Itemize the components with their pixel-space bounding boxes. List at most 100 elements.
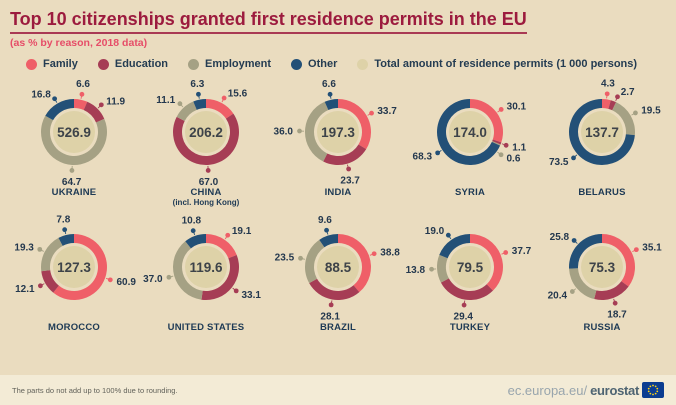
donut-ukraine: 6.6 11.9 64.7 16.8 526.9 UKRAINE (8, 76, 140, 207)
label-dot (569, 289, 575, 294)
label-dot (205, 168, 211, 173)
country-label: TURKEY (449, 322, 491, 333)
label-dot (498, 152, 504, 158)
legend-item-family: Family (26, 58, 78, 70)
segment-other (58, 234, 74, 246)
total-circle (449, 111, 491, 153)
total-circle (449, 246, 491, 288)
label-dot (571, 238, 577, 243)
legend-item-other: Other (291, 58, 337, 70)
segment-employment (176, 101, 197, 121)
legend-label-family: Family (43, 58, 78, 70)
total-circle (317, 111, 359, 153)
segment-value: 73.5 (549, 157, 569, 168)
other-color-dot (291, 58, 303, 70)
family-color-dot (26, 58, 37, 70)
segment-value: 19.5 (641, 106, 661, 117)
footer-branding: ec.europa.eu/ eurostat (508, 382, 664, 398)
donut-svg: 15.6 67.0 11.1 6.3 206.2 (156, 79, 248, 188)
country-label: CHINA (190, 187, 222, 198)
segment-value: 19.3 (14, 242, 34, 253)
segment-value: 4.3 (601, 78, 615, 89)
country-label: UNITED STATES (167, 322, 245, 333)
country-label: UKRAINE (51, 187, 97, 198)
segment-value: 33.7 (377, 106, 397, 117)
segment-employment (437, 254, 449, 283)
segment-employment (491, 141, 501, 146)
legend-item-education: Education (97, 58, 168, 70)
segment-family (602, 234, 636, 287)
label-dot (221, 95, 227, 101)
charts-row-bottom: 60.9 12.1 19.3 7.8 127.3 MOROCCO 19.1 33.1 37.0 1… (0, 211, 676, 333)
segment-value: 38.8 (380, 247, 400, 258)
segment-value: 60.9 (116, 277, 136, 288)
label-dot (633, 110, 638, 116)
total-value: 137.7 (585, 125, 619, 140)
segment-employment (569, 268, 597, 300)
segment-education (172, 113, 239, 165)
total-circle (185, 246, 227, 288)
segment-family (470, 234, 503, 291)
segment-family (53, 234, 107, 300)
segment-family (206, 99, 234, 119)
segment-education (323, 144, 367, 166)
total-value: 119.6 (189, 260, 223, 275)
segment-value: 64.7 (62, 177, 82, 188)
donut-india: 33.7 23.7 36.0 6.6 197.3 INDIA (272, 76, 404, 207)
segment-value: 11.9 (106, 96, 125, 107)
segment-value: 6.3 (190, 79, 204, 90)
label-dot (346, 166, 352, 172)
segment-value: 19.1 (232, 226, 252, 237)
education-color-dot (97, 58, 109, 70)
segment-employment (172, 241, 203, 300)
legend-item-total: Total amount of residence permits (1 000… (357, 58, 637, 70)
segment-value: 29.4 (454, 311, 474, 322)
segment-value: 15.6 (228, 89, 248, 100)
segment-family (602, 99, 611, 109)
total-circle (317, 246, 359, 288)
total-circle (185, 111, 227, 153)
label-dot (615, 94, 620, 100)
segment-employment (612, 102, 635, 136)
employment-color-dot (188, 58, 200, 70)
segment-education (83, 101, 105, 123)
label-dot (166, 274, 172, 280)
donut-svg: 19.1 33.1 37.0 10.8 119.6 (143, 216, 261, 301)
segment-family (74, 99, 88, 111)
segment-value: 30.1 (507, 102, 527, 113)
label-dot (196, 91, 201, 97)
label-dot (328, 302, 334, 308)
segment-education (608, 100, 617, 111)
segment-value: 13.8 (406, 265, 426, 276)
segment-value: 67.0 (199, 177, 219, 188)
segment-value: 16.8 (31, 89, 51, 100)
footer: The parts do not add up to 100% due to r… (0, 375, 676, 405)
segment-family (338, 99, 371, 150)
segment-family (470, 99, 504, 143)
segment-value: 68.3 (413, 151, 433, 162)
label-dot (633, 247, 639, 253)
segment-value: 0.6 (506, 154, 520, 165)
label-dot (225, 232, 231, 238)
page-title: Top 10 citizenships granted first reside… (10, 9, 527, 34)
segment-family (338, 234, 371, 293)
total-circle (581, 111, 623, 153)
label-dot (327, 91, 333, 97)
label-dot (369, 110, 374, 116)
donut-svg: 35.1 18.7 20.4 25.8 75.3 (548, 232, 663, 320)
segment-other (439, 234, 470, 259)
label-dot (233, 288, 239, 294)
segment-value: 37.7 (512, 246, 532, 257)
donut-svg: 60.9 12.1 19.3 7.8 127.3 (14, 214, 136, 300)
eu-flag-icon (642, 382, 664, 398)
label-dot (571, 155, 576, 161)
donut-svg: 6.6 11.9 64.7 16.8 526.9 (31, 79, 125, 188)
country-label: SYRIA (454, 187, 486, 198)
donut-svg: 33.7 23.7 36.0 6.6 197.3 (274, 79, 398, 186)
segment-value: 23.7 (340, 175, 360, 186)
donut-morocco: 60.9 12.1 19.3 7.8 127.3 MOROCCO (8, 211, 140, 333)
country-sublabel: (incl. Hong Kong) (172, 198, 240, 207)
label-dot (190, 228, 196, 234)
total-value: 526.9 (57, 125, 91, 140)
